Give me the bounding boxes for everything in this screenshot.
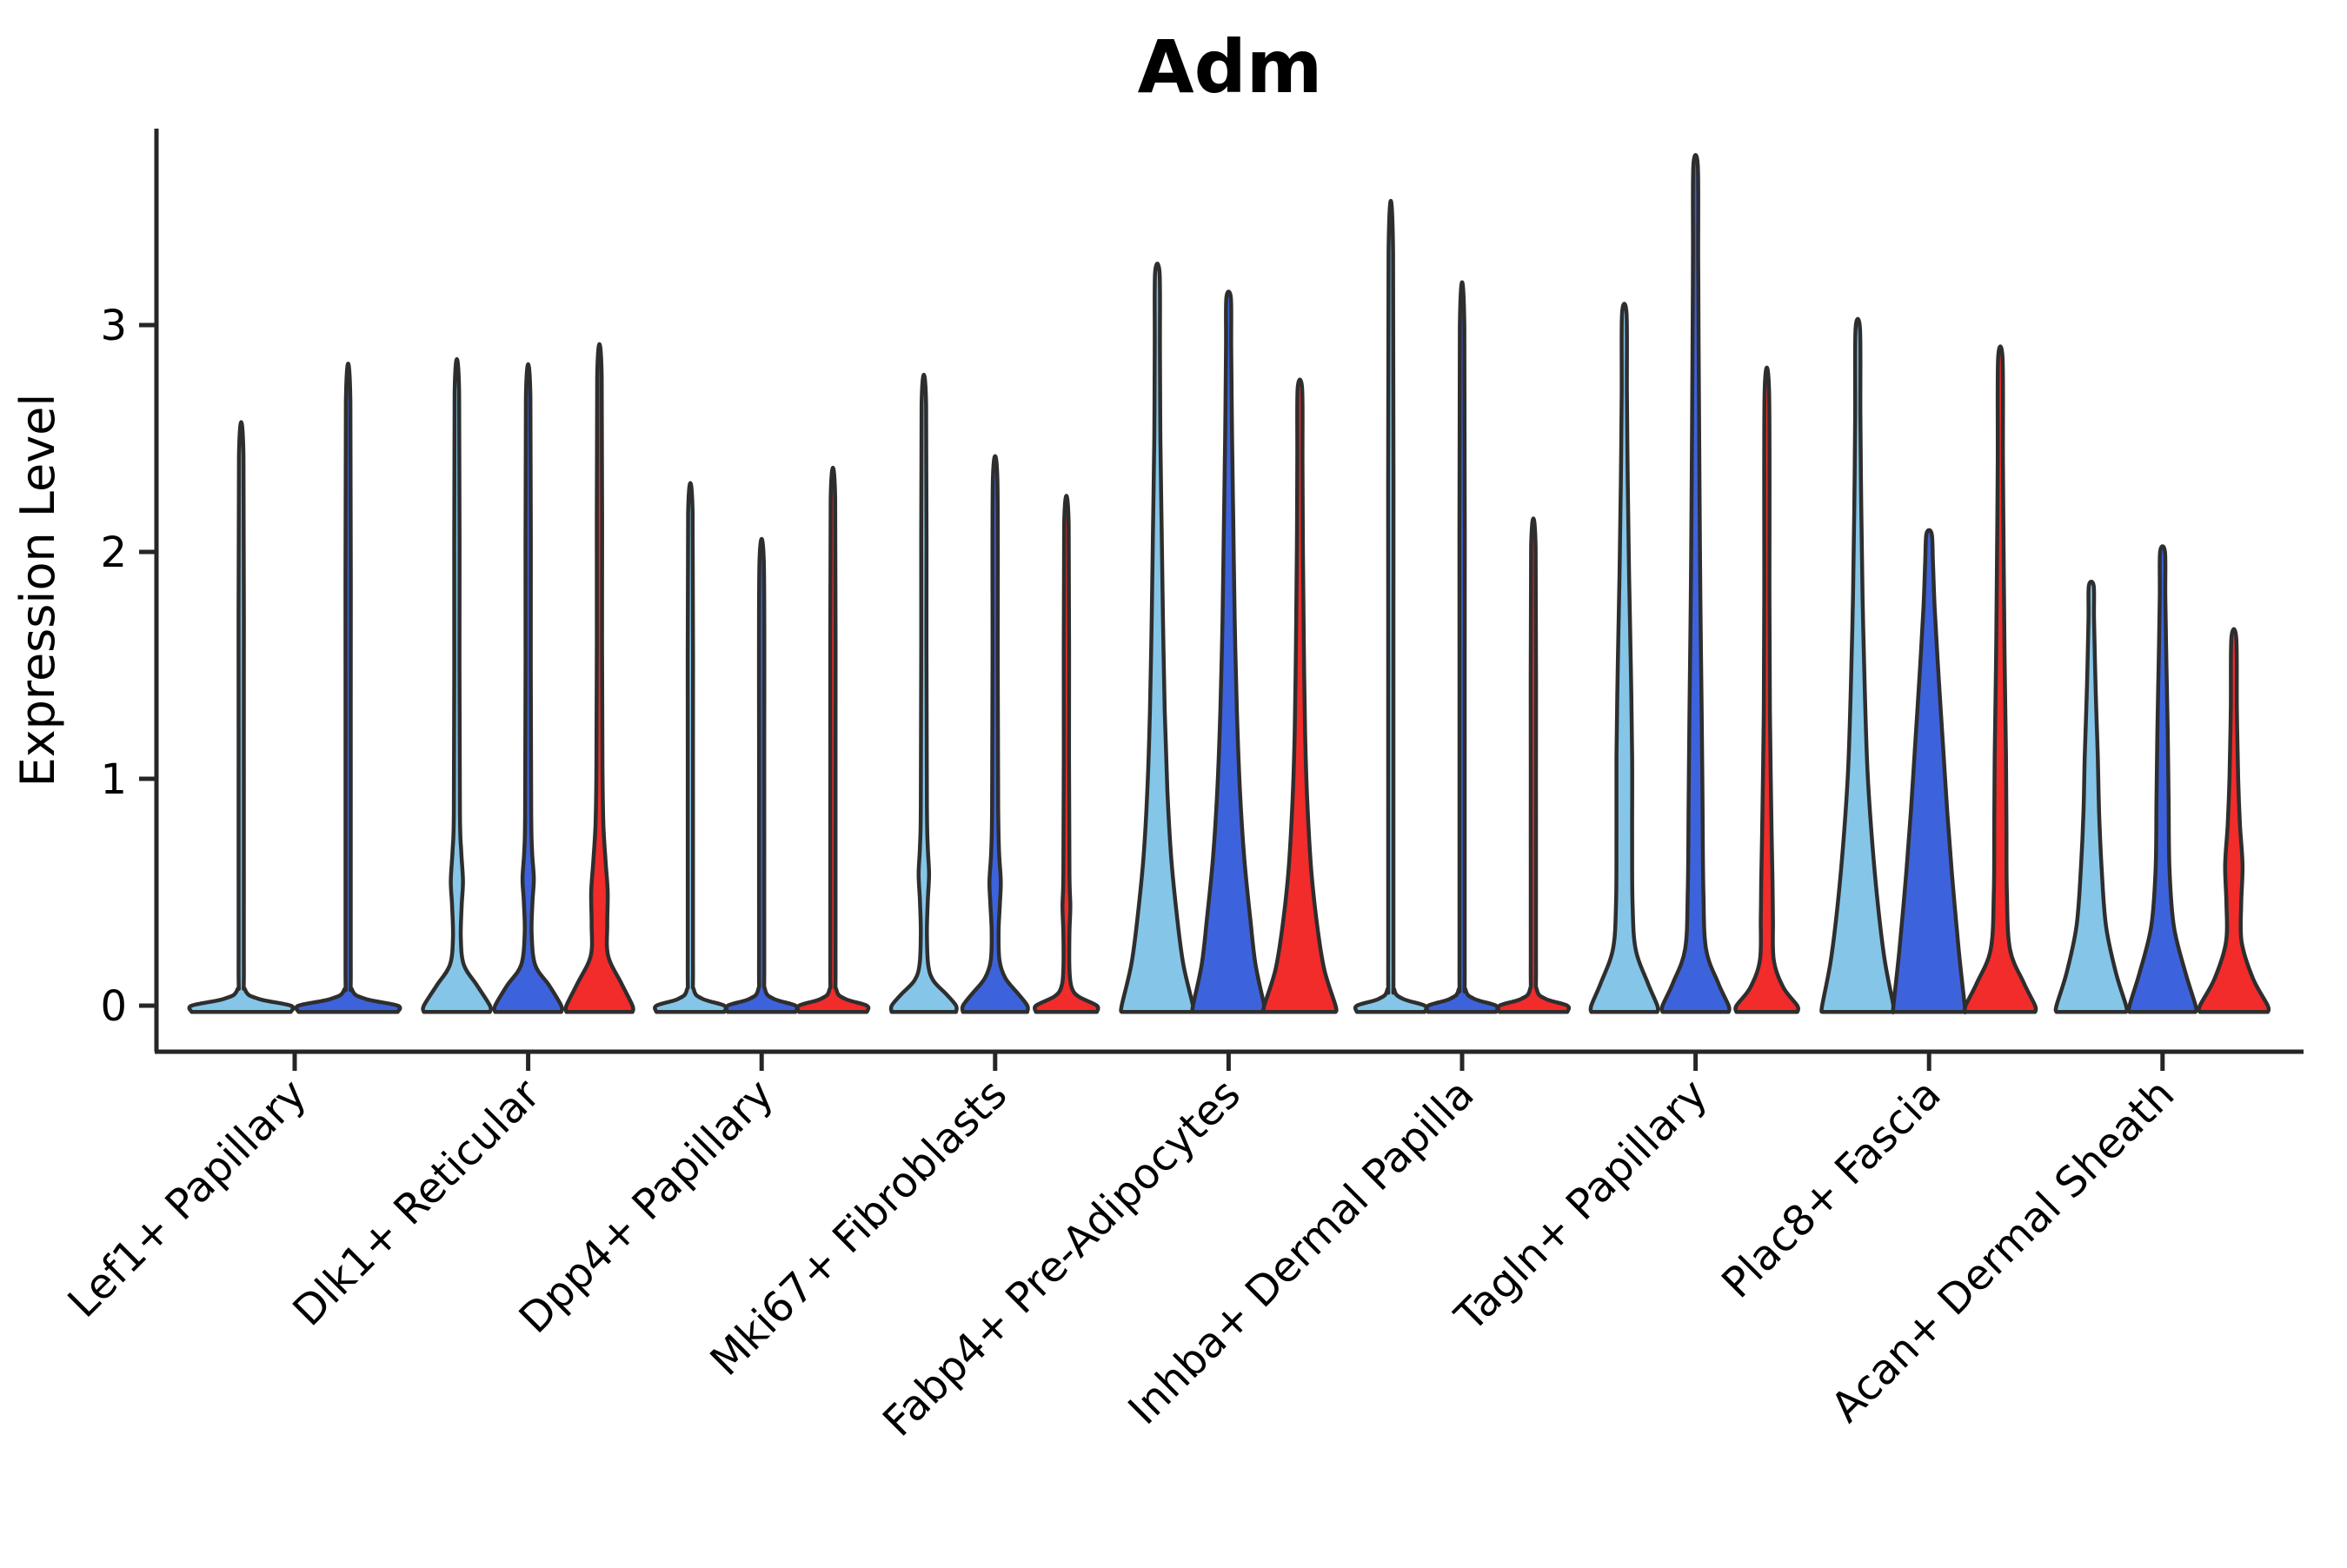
violin-mki67-fibroblasts-royalblue: [960, 454, 1030, 1014]
y-tick-label: 2: [100, 528, 127, 577]
violin-lef1-papillary-royalblue: [294, 362, 402, 1014]
violin-dlk1-reticular-royalblue: [492, 362, 564, 1014]
violin-inhba-dermal-papilla-skyblue: [1353, 199, 1429, 1014]
y-axis-label: Expression Level: [10, 394, 65, 787]
violin-tagln-papillary-royalblue: [1659, 153, 1732, 1014]
violin-tagln-papillary-red: [1733, 365, 1801, 1014]
x-category-label-dlk1-reticular: Dlk1+ Reticular: [283, 1070, 549, 1336]
violin-acan-dermal-sheath-royalblue: [2126, 544, 2198, 1014]
violin-dpp4-papillary-red: [795, 466, 871, 1014]
violin-dpp4-papillary-skyblue: [653, 481, 728, 1014]
violin-dpp4-papillary-royalblue: [724, 536, 800, 1014]
violin-dlk1-reticular-skyblue: [421, 357, 493, 1014]
x-category-label-dpp4-papillary: Dpp4+ Papillary: [510, 1070, 783, 1343]
violin-plac8-fascia-skyblue: [1819, 316, 1897, 1014]
y-tick-label: 3: [100, 302, 127, 350]
violin-inhba-dermal-papilla-royalblue: [1424, 280, 1500, 1014]
violin-tagln-papillary-skyblue: [1588, 302, 1660, 1014]
violin-mki67-fibroblasts-skyblue: [888, 372, 959, 1014]
chart-title: Adm: [1138, 24, 1323, 110]
violin-acan-dermal-sheath-red: [2197, 627, 2271, 1014]
violin-fabp4-pre-adipocytes-skyblue: [1119, 261, 1196, 1014]
violin-inhba-dermal-papilla-red: [1495, 516, 1572, 1014]
violin-mki67-fibroblasts-red: [1033, 494, 1100, 1014]
x-category-label-lef1-papillary: Lef1+ Papillary: [59, 1070, 316, 1327]
violin-fabp4-pre-adipocytes-red: [1261, 377, 1339, 1014]
violin-lef1-papillary-skyblue: [187, 420, 296, 1014]
violin-plac8-fascia-red: [1962, 344, 2038, 1014]
x-category-label-tagln-papillary: Tagln+ Papillary: [1446, 1070, 1717, 1341]
violin-dlk1-reticular-red: [563, 342, 635, 1014]
y-tick-label: 1: [100, 755, 127, 804]
violin-fabp4-pre-adipocytes-royalblue: [1190, 289, 1267, 1014]
x-category-label-plac8-fascia: Plac8+ Fascia: [1712, 1070, 1951, 1308]
y-tick-label: 0: [100, 982, 127, 1031]
violin-acan-dermal-sheath-skyblue: [2053, 579, 2129, 1014]
violin-plac8-fascia-royalblue: [1891, 528, 1967, 1014]
